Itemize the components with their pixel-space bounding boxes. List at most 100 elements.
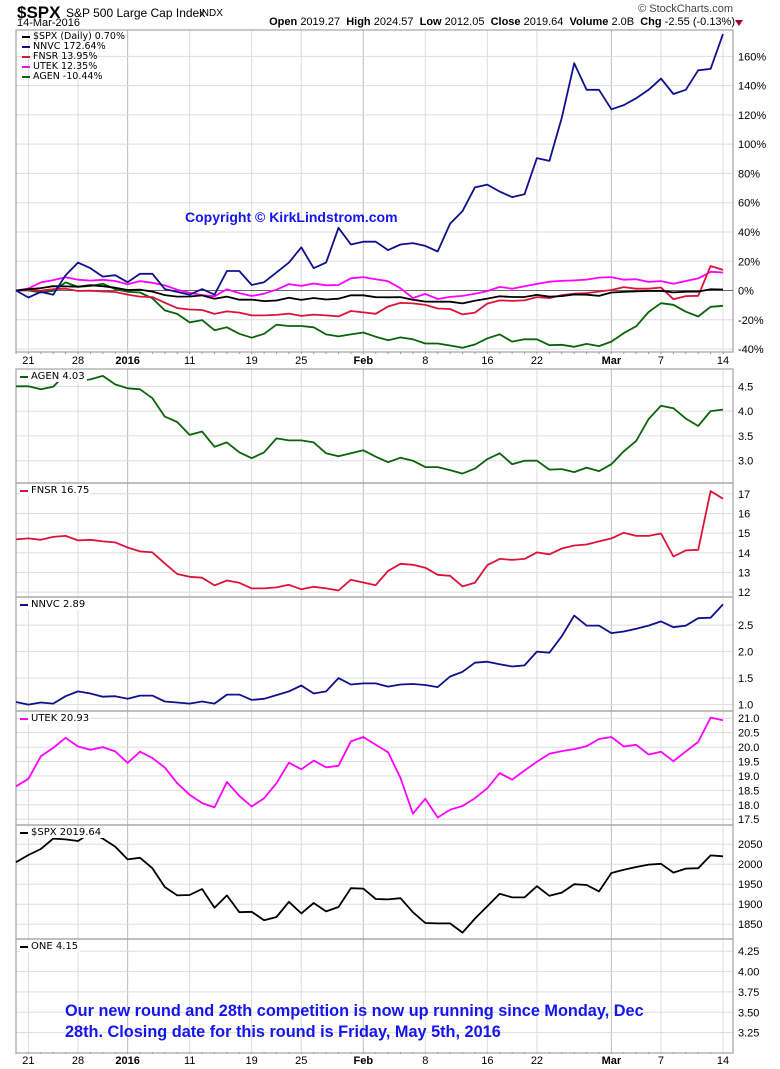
price-line-utek: [15, 716, 724, 819]
x-tick-label: 14: [717, 1055, 729, 1067]
panel-utek-y-tick-label: 19.5: [738, 757, 759, 769]
x-tick-label: 8: [422, 1055, 428, 1067]
low-label: Low: [419, 16, 442, 28]
panel-one-y-tick-label: 3.25: [738, 1028, 759, 1040]
performance-y-tick-label: 60%: [738, 198, 760, 210]
legend-swatch: [22, 36, 30, 38]
panel-label-agen: AGEN 4.03: [20, 371, 87, 382]
panel-label-text: AGEN 4.03: [31, 371, 85, 382]
panel-one-y-tick-label: 4.00: [738, 967, 759, 979]
legend-label: $SPX (Daily) 0.70%: [33, 31, 125, 42]
panel-nnvc-frame: [15, 596, 734, 712]
legend-label: NNVC 172.64%: [33, 41, 106, 52]
x-tick-label: 11: [184, 1055, 195, 1067]
performance-y-tick-label: 0%: [738, 286, 754, 298]
panel-label-text: $SPX 2019.64: [31, 827, 102, 838]
panel-swatch: [20, 945, 28, 948]
panel-agen-y-tick-label: 4.0: [738, 406, 753, 418]
performance-y-tick-label: 40%: [738, 227, 760, 239]
panel-agen-y-tick-label: 3.0: [738, 456, 753, 468]
x-tick-label: 28: [72, 1055, 84, 1067]
legend-item-utek: UTEK 12.35%: [22, 62, 97, 72]
chg-label: Chg: [640, 16, 662, 28]
high-label: High: [346, 16, 371, 28]
x-tick-label: Feb: [354, 355, 374, 367]
x-tick-label: 16: [481, 1055, 493, 1067]
panel-fnsr-y-tick-label: 12: [738, 587, 750, 599]
panel-spx-frame: [15, 824, 734, 940]
low-value: 2012.05: [444, 16, 485, 28]
panel-utek-y-tick-label: 18.5: [738, 785, 759, 797]
x-tick-label: 22: [531, 355, 543, 367]
legend-swatch: [22, 66, 30, 68]
panel-one-y-tick-label: 3.75: [738, 987, 759, 999]
x-tick-label: 11: [184, 355, 195, 367]
panel-nnvc-y-tick-label: 1.0: [738, 700, 753, 712]
high-value: 2024.57: [373, 16, 414, 28]
panel-label-text: FNSR 16.75: [31, 485, 90, 496]
panel-swatch: [20, 375, 28, 378]
performance-frame: [15, 29, 734, 353]
legend-swatch: [22, 46, 30, 48]
copyright-watermark: Copyright © KirkLindstrom.com: [185, 209, 398, 225]
panel-utek-y-tick-label: 21.0: [738, 713, 759, 725]
note-line-1: Our new round and 28th competition is no…: [65, 1002, 644, 1020]
panel-utek-y-tick-label: 20.5: [738, 728, 759, 740]
price-line-agen: [16, 373, 724, 475]
panel-label-one: ONE 4.15: [20, 941, 81, 952]
volume-label: Volume: [569, 16, 609, 28]
chg-value: -2.55 (-0.13%): [664, 16, 735, 28]
panel-utek-y-tick-label: 18.0: [738, 800, 759, 812]
panel-fnsr-y-tick-label: 13: [738, 567, 750, 579]
performance-line-nnvc: [15, 33, 724, 299]
close-label: Close: [490, 16, 521, 28]
panel-spx-y-tick-label: 1900: [738, 899, 762, 911]
x-tick-label: 7: [658, 1055, 664, 1067]
open-value: 2019.27: [300, 16, 341, 28]
volume-value: 2.0B: [611, 16, 635, 28]
x-tick-label: 28: [72, 355, 84, 367]
panel-label-text: ONE 4.15: [31, 941, 79, 952]
legend-swatch: [22, 76, 30, 78]
panel-one-frame: [15, 938, 734, 1054]
panel-utek-y-tick-label: 19.0: [738, 771, 759, 783]
panel-label-nnvc: NNVC 2.89: [20, 599, 88, 610]
performance-line-utek: [15, 270, 724, 300]
panel-spx-y-tick-label: 2000: [738, 859, 762, 871]
panel-label-spx: $SPX 2019.64: [20, 827, 104, 838]
x-tick-label: 21: [22, 355, 34, 367]
x-tick-label: 22: [531, 1055, 543, 1067]
panel-nnvc-y-tick-label: 1.5: [738, 673, 753, 685]
x-tick-label: Mar: [602, 1055, 622, 1067]
panel-one-y-tick-label: 3.50: [738, 1007, 759, 1019]
panel-label-utek: UTEK 20.93: [20, 713, 92, 724]
panel-fnsr-y-tick-label: 15: [738, 528, 750, 540]
panel-agen-y-tick-label: 3.5: [738, 431, 753, 443]
performance-line-spx: [15, 284, 724, 305]
legend-label: UTEK 12.35%: [33, 61, 98, 72]
panel-spx-y-tick-label: 1850: [738, 919, 762, 931]
panel-swatch: [20, 489, 28, 492]
x-tick-label: 8: [422, 355, 428, 367]
brand-link[interactable]: © StockCharts.com: [638, 3, 733, 15]
panel-spx-y-tick-label: 1950: [738, 879, 762, 891]
price-line-nnvc: [15, 603, 724, 706]
panel-fnsr-y-tick-label: 17: [738, 489, 750, 501]
symbol: $SPX: [17, 3, 61, 22]
panel-spx-y-tick-label: 2050: [738, 839, 762, 851]
performance-y-tick-label: 160%: [738, 51, 766, 63]
note-line-2: 28th. Closing date for this round is Fri…: [65, 1023, 501, 1041]
ohlc-readout: Open 2019.27 High 2024.57 Low 2012.05 Cl…: [269, 16, 735, 28]
panel-label-text: UTEK 20.93: [31, 713, 90, 724]
legend-item-nnvc: NNVC 172.64%: [22, 42, 106, 52]
open-label: Open: [269, 16, 298, 28]
panel-nnvc-y-tick-label: 2.0: [738, 647, 753, 659]
x-tick-label: 25: [295, 1055, 307, 1067]
panel-utek-y-tick-label: 20.0: [738, 742, 759, 754]
performance-line-agen: [16, 281, 724, 349]
down-arrow-icon: [735, 20, 743, 26]
panel-swatch: [20, 831, 28, 834]
performance-line-fnsr: [15, 265, 724, 318]
